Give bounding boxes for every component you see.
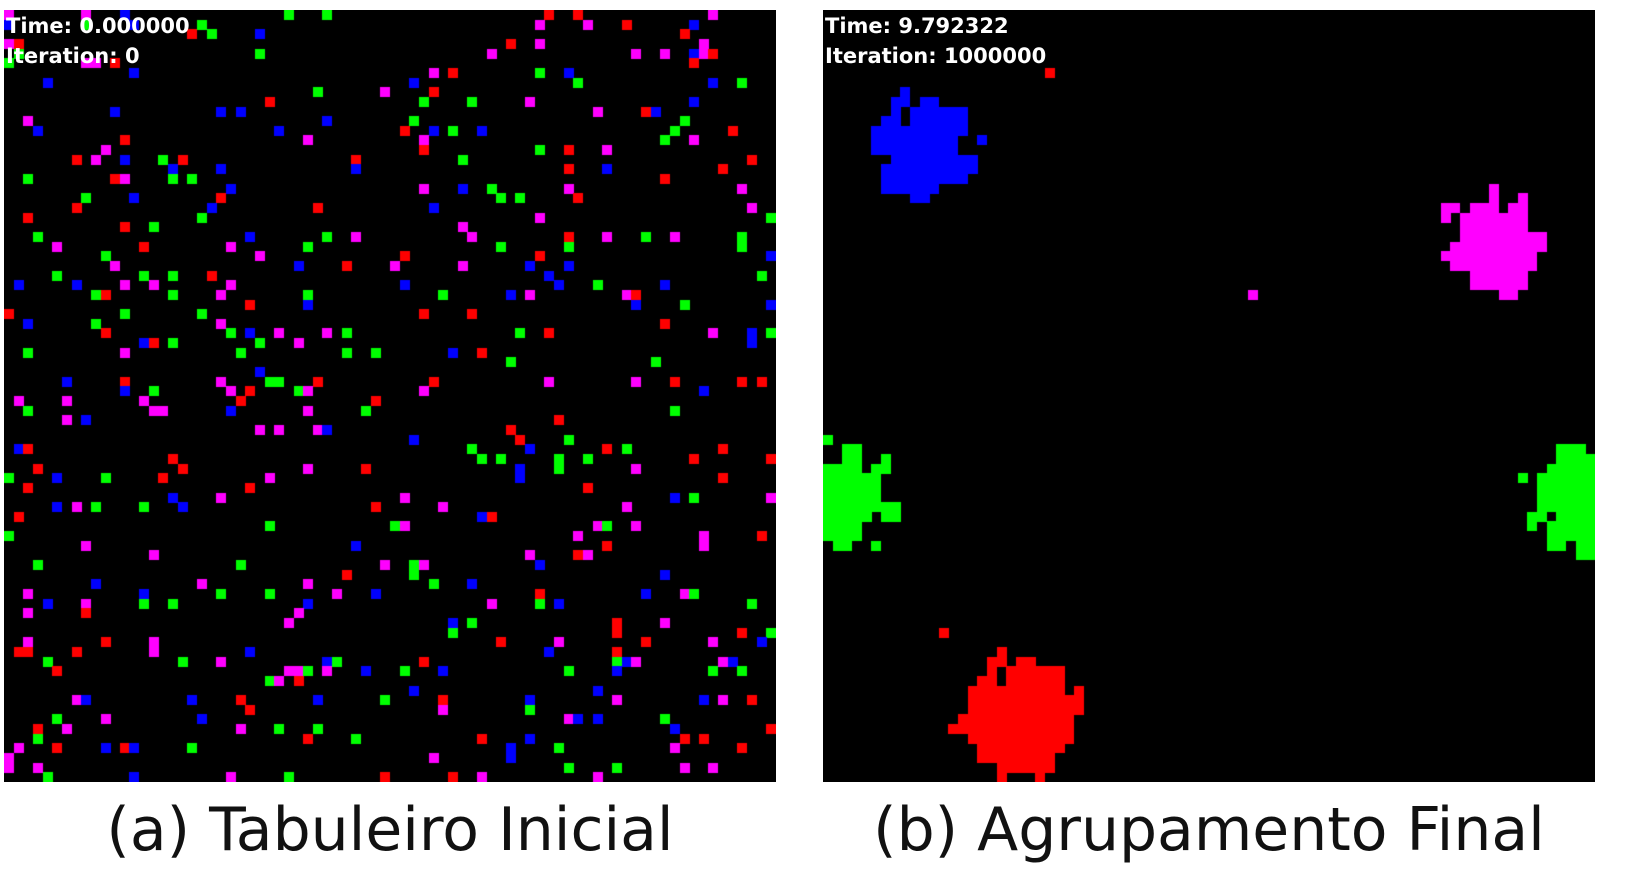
board-final-canvas: [823, 10, 1595, 782]
hud-initial: Time: 0.000000 Iteration: 0: [6, 11, 190, 71]
caption-initial: (a) Tabuleiro Inicial: [106, 795, 674, 865]
board-initial: Time: 0.000000 Iteration: 0: [4, 10, 776, 782]
iteration-label: Iteration: 1000000: [825, 44, 1047, 68]
caption-final: (b) Agrupamento Final: [873, 795, 1545, 865]
hud-final: Time: 9.792322 Iteration: 1000000: [825, 11, 1046, 71]
time-label: Time: 0.000000: [6, 14, 190, 38]
board-final: Time: 9.792322 Iteration: 1000000: [823, 10, 1595, 782]
board-initial-canvas: [4, 10, 776, 782]
time-label: Time: 9.792322: [825, 14, 1009, 38]
iteration-label: Iteration: 0: [6, 44, 140, 68]
